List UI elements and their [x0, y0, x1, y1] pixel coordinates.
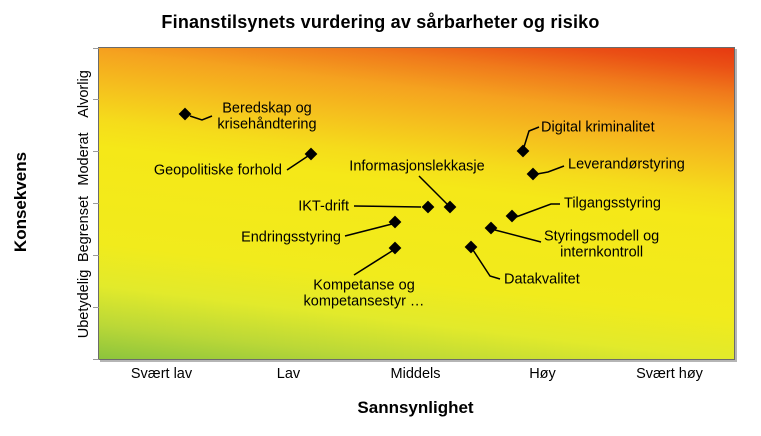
plot-area: Alvorlig Moderat Begrenset Ubetydelig Bereds… — [76, 47, 735, 360]
data-label-tilgangsstyring: Tilgangsstyring — [564, 195, 661, 212]
leader-line-beredskap-og-krisehandtering — [189, 115, 213, 121]
data-label-datakvalitet: Datakvalitet — [504, 271, 580, 288]
data-label-styringsmodell-og-internkontroll: Styringsmodell og internkontroll — [544, 228, 660, 260]
y-axis-tick — [93, 203, 99, 204]
leader-line-datakvalitet — [472, 249, 501, 280]
leader-line-geopolitiske-forhold — [286, 155, 309, 171]
x-tick-label: Svært høy — [636, 366, 703, 382]
leader-line-informasjonslekkasje — [418, 175, 448, 205]
data-label-beredskap-og-krisehandtering: Beredskap og krisehåndtering — [217, 100, 317, 132]
x-axis-title: Sannsynlighet — [357, 398, 474, 417]
data-label-leverandorstyring: Leverandørstyring — [568, 156, 685, 173]
x-axis-tick-labels: Svært lav Lav Middels Høy Svært høy — [98, 366, 733, 384]
data-label-ikt-drift: IKT-drift — [298, 198, 349, 215]
data-label-informasjonslekkasje: Informasjonslekkasje — [349, 158, 485, 175]
data-label-kompetanse-og-kompetansestyring: Kompetanse og kompetansestyr … — [303, 277, 425, 309]
data-label-digital-kriminalitet: Digital kriminalitet — [541, 119, 655, 136]
leader-line-digital-kriminalitet — [523, 126, 540, 148]
x-tick-label: Lav — [276, 366, 301, 382]
y-axis-tick — [93, 47, 99, 49]
x-tick-label: Middels — [390, 366, 441, 382]
leader-line-leverandorstyring — [536, 165, 565, 175]
data-label-geopolitiske-forhold: Geopolitiske forhold — [153, 162, 282, 179]
leader-lines-layer — [189, 115, 565, 280]
y-axis-tick — [93, 306, 99, 308]
x-tick-label: Høy — [529, 366, 556, 382]
leader-line-kompetanse-og-kompetansestyring — [353, 250, 393, 276]
y-tick-label: Ubetydelig — [76, 269, 92, 339]
y-axis-tick — [93, 358, 99, 360]
leader-line-endringsstyring — [344, 223, 393, 237]
data-label-endringsstyring: Endringsstyring — [241, 229, 341, 246]
y-tick-label: Begrenset — [76, 195, 92, 263]
leader-line-tilgangsstyring — [515, 203, 560, 218]
y-tick-label: Alvorlig — [76, 70, 92, 118]
y-axis-tick — [93, 99, 99, 101]
y-axis-tick — [93, 254, 99, 256]
chart-title: Finanstilsynets vurdering av sårbarheter… — [161, 12, 600, 32]
y-axis-tick — [93, 151, 99, 153]
leader-line-ikt-drift — [353, 205, 422, 208]
y-tick-label: Moderat — [76, 132, 92, 186]
leader-line-styringsmodell-og-internkontroll — [494, 229, 542, 243]
x-tick-label: Svært lav — [130, 366, 193, 382]
y-axis-title: Konsekvens — [11, 151, 30, 253]
